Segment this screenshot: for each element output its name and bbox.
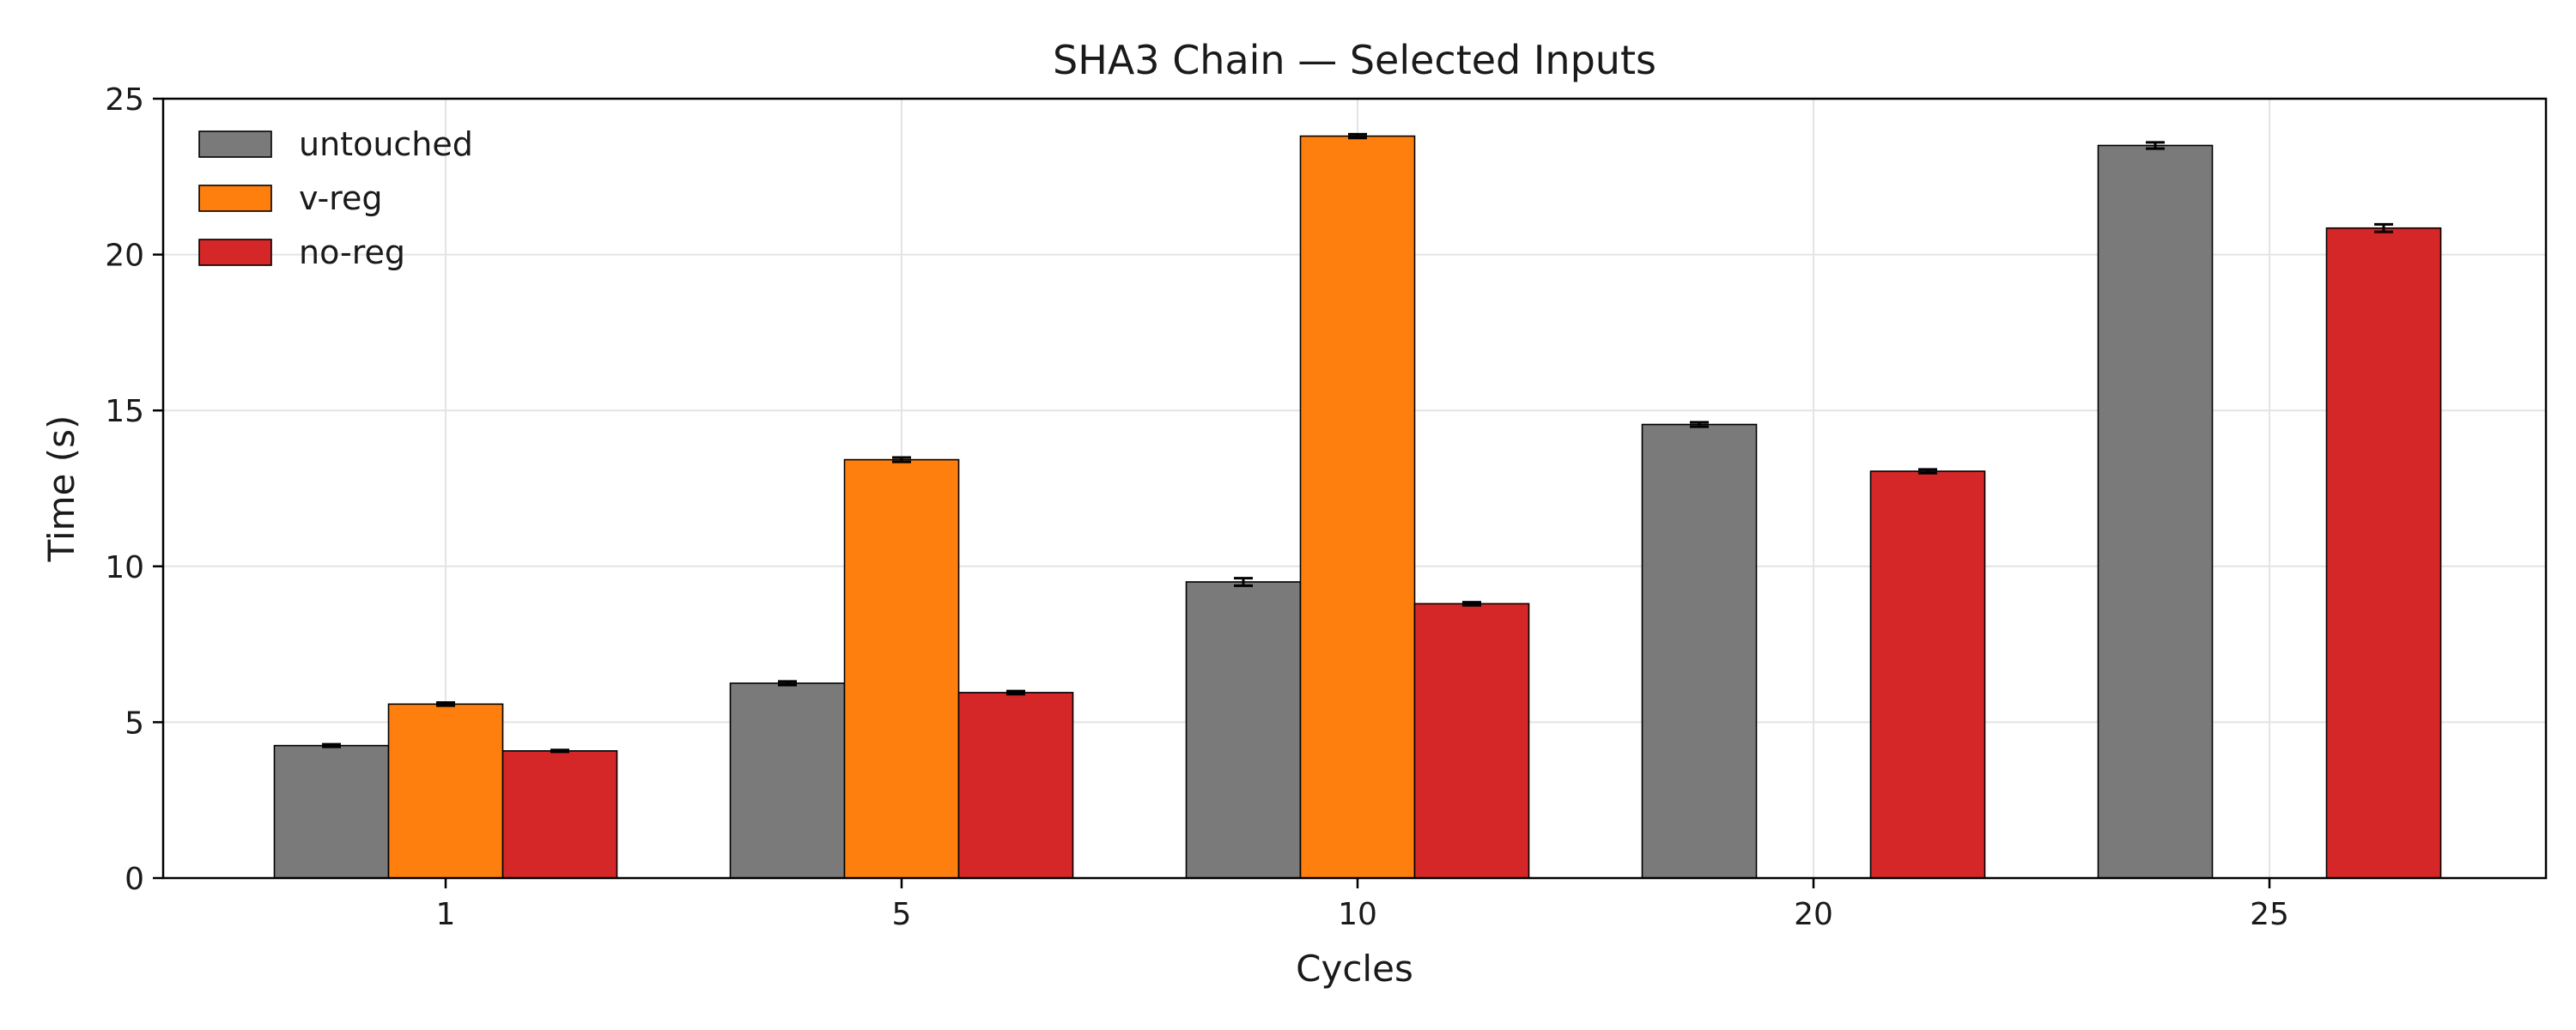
bar-no-reg-10 (1413, 603, 1530, 879)
x-axis-label: Cycles (1296, 948, 1413, 990)
y-tick-label: 0 (125, 862, 144, 897)
plot-frame (161, 97, 2548, 880)
bar-layer (273, 135, 2442, 879)
bar-no-reg-5 (957, 692, 1074, 879)
bar-v-reg-5 (843, 458, 960, 879)
y-tick-label: 10 (105, 550, 144, 585)
legend-label-no-reg: no-reg (299, 233, 405, 271)
bar-untouched-5 (729, 682, 846, 879)
x-tick-label: 25 (2250, 897, 2289, 932)
bar-untouched-1 (273, 744, 390, 879)
y-tick-label: 15 (105, 394, 144, 429)
bar-no-reg-1 (501, 750, 618, 879)
legend-swatch-v-reg (198, 185, 272, 212)
legend-swatch-no-reg (198, 239, 272, 266)
y-tick-label: 25 (105, 82, 144, 118)
bar-untouched-20 (1641, 423, 1758, 879)
x-tick-label: 5 (892, 897, 912, 932)
x-tick-label: 20 (1794, 897, 1833, 932)
legend: untouched v-reg no-reg (198, 125, 473, 271)
y-tick-label: 20 (105, 239, 144, 274)
legend-label-v-reg: v-reg (299, 179, 382, 217)
bar-v-reg-1 (387, 703, 504, 879)
y-tick-label: 5 (125, 706, 144, 741)
y-axis-label: Time (s) (40, 415, 82, 563)
bar-no-reg-25 (2325, 227, 2442, 879)
bar-untouched-10 (1185, 581, 1302, 879)
bar-untouched-25 (2097, 144, 2214, 879)
bar-no-reg-20 (1869, 470, 1986, 879)
chart-title: SHA3 Chain — Selected Inputs (1053, 37, 1656, 83)
errorbar-layer (322, 132, 2393, 754)
bar-v-reg-10 (1299, 135, 1416, 879)
legend-label-untouched: untouched (299, 125, 473, 163)
x-tick-label: 10 (1338, 897, 1377, 932)
legend-swatch-untouched (198, 130, 272, 158)
x-tick-label: 1 (436, 897, 456, 932)
